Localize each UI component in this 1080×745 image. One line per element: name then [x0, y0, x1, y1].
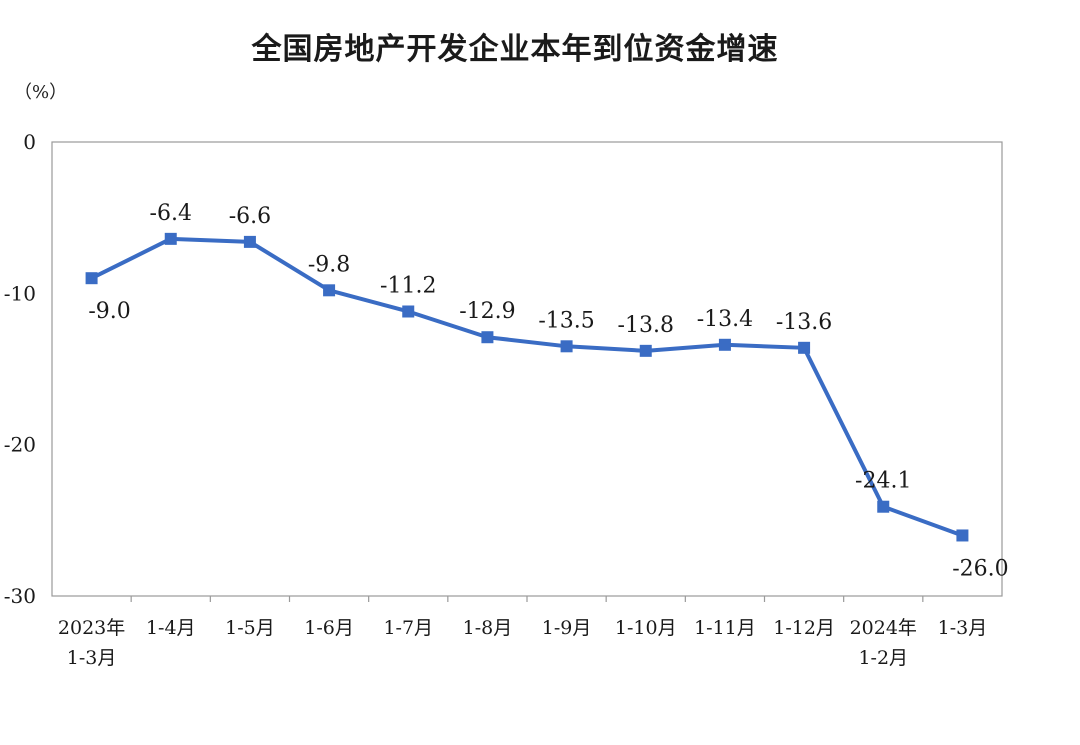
- data-point: [798, 341, 811, 354]
- data-point: [243, 235, 256, 248]
- data-label: -9.8: [308, 252, 350, 277]
- x-tick-label: 1-10月: [615, 617, 677, 639]
- x-tick-label: 2023年: [58, 617, 125, 639]
- data-point: [718, 338, 731, 351]
- y-tick-label: 0: [23, 130, 36, 154]
- data-point: [560, 340, 573, 353]
- x-tick-label: 1-7月: [383, 617, 433, 639]
- data-point: [323, 284, 336, 297]
- data-point: [402, 305, 415, 318]
- x-tick-label: 1-5月: [225, 617, 275, 639]
- chart-title: 全国房地产开发企业本年到位资金增速: [251, 32, 779, 67]
- y-tick-label: -10: [4, 281, 36, 305]
- data-point: [956, 529, 969, 542]
- data-label: -6.6: [229, 204, 271, 229]
- data-point: [481, 331, 494, 344]
- x-tick-label: 1-3月: [67, 647, 117, 669]
- data-label: -26.0: [952, 556, 1008, 581]
- x-tick-label: 1-2月: [858, 647, 908, 669]
- x-tick-label: 1-11月: [694, 617, 756, 639]
- x-tick-label: 1-8月: [463, 617, 513, 639]
- x-tick-label: 1-3月: [938, 617, 988, 639]
- data-label: -13.8: [618, 313, 674, 338]
- y-unit-label: （%）: [14, 82, 68, 103]
- data-point: [877, 500, 890, 513]
- data-label: -12.9: [459, 299, 515, 324]
- x-tick-label: 1-9月: [542, 617, 592, 639]
- plot-frame: [51, 141, 1003, 597]
- data-label: -13.5: [538, 308, 594, 333]
- data-label: -13.4: [697, 307, 753, 332]
- data-label: -13.6: [776, 310, 832, 335]
- data-label: -11.2: [380, 273, 436, 298]
- x-tick-label: 1-4月: [146, 617, 196, 639]
- data-point: [85, 272, 98, 285]
- x-tick-label: 1-6月: [304, 617, 354, 639]
- data-point: [639, 344, 652, 357]
- y-tick-label: -20: [4, 433, 36, 457]
- series-line: [90, 236, 964, 538]
- x-tick-label: 2024年: [850, 617, 917, 639]
- y-tick-label: -30: [4, 584, 36, 608]
- data-point: [164, 232, 177, 245]
- x-tick-label: 1-12月: [773, 617, 835, 639]
- data-label: -6.4: [150, 201, 192, 226]
- data-label: -24.1: [855, 469, 911, 494]
- data-label: -9.0: [88, 299, 130, 324]
